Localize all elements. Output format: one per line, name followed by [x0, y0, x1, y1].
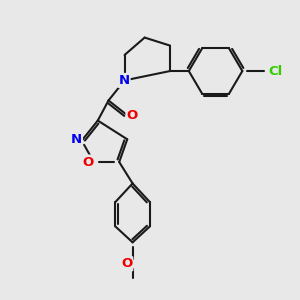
Text: O: O [121, 257, 132, 270]
Text: O: O [82, 155, 94, 169]
Text: Cl: Cl [269, 64, 283, 77]
Text: N: N [118, 74, 130, 87]
Text: N: N [71, 133, 82, 146]
Text: O: O [126, 109, 138, 122]
